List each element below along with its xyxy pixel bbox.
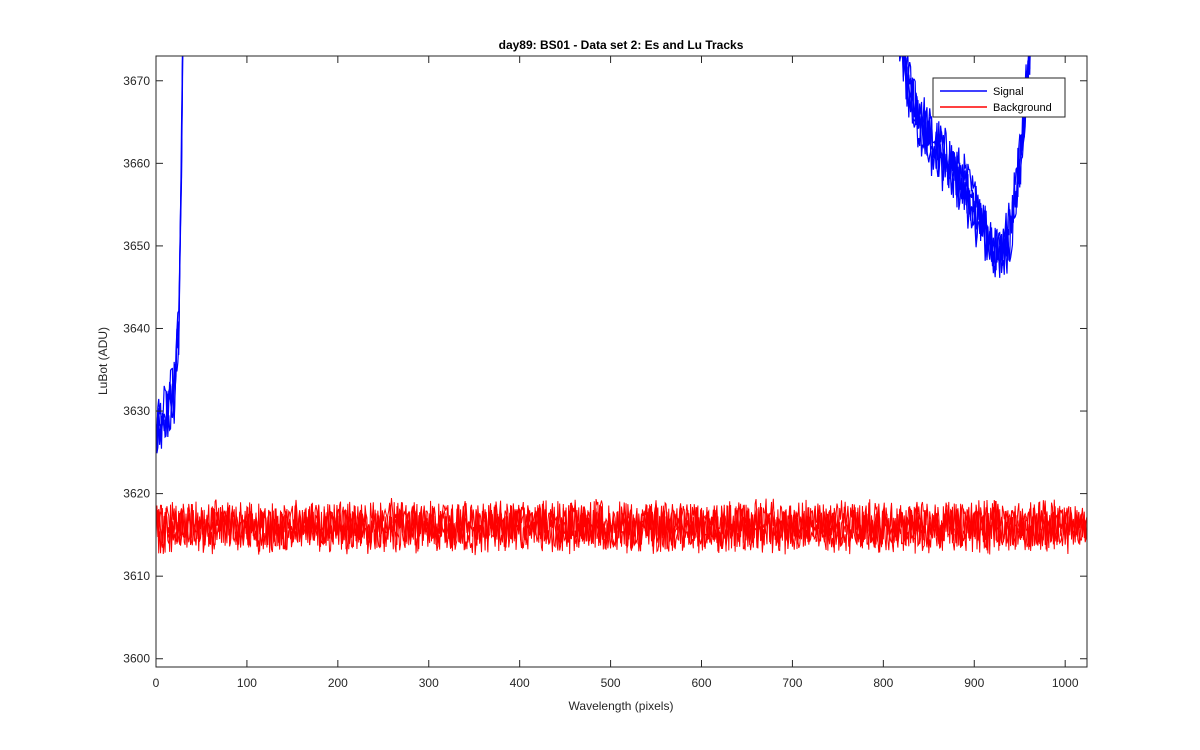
x-tick-label: 200: [328, 676, 348, 690]
y-tick-label: 3620: [123, 487, 150, 501]
chart-title: day89: BS01 - Data set 2: Es and Lu Trac…: [499, 38, 744, 52]
x-tick-label: 900: [964, 676, 984, 690]
x-tick-label: 300: [419, 676, 439, 690]
legend-box: [932, 77, 1066, 118]
y-tick-label: 3610: [123, 569, 150, 583]
y-tick-label: 3670: [123, 74, 150, 88]
y-tick-label: 3640: [123, 321, 150, 335]
x-tick-label: 100: [237, 676, 257, 690]
legend-label-background: Background: [993, 102, 1052, 114]
series-layer: [156, 56, 1087, 556]
legend: Signal Background: [932, 77, 1066, 118]
x-tick-label: 600: [691, 676, 711, 690]
x-tick-label: 0: [153, 676, 160, 690]
y-axis-ticks: 3600 3610 3620 3630 3640 3650 3660 3670: [123, 74, 1087, 666]
series-line-background: [156, 498, 1087, 555]
series-line-signal: [156, 56, 184, 438]
x-tick-label: 400: [510, 676, 530, 690]
x-axis-ticks: 0 100 200 300 400 500 600 700 800 900 1000: [153, 56, 1079, 690]
series-line-background: [156, 498, 1087, 555]
y-axis-label: LuBot (ADU): [96, 327, 110, 395]
x-tick-label: 800: [873, 676, 893, 690]
legend-label-signal: Signal: [993, 86, 1024, 98]
y-tick-label: 3650: [123, 239, 150, 253]
x-axis-label: Wavelength (pixels): [569, 699, 674, 713]
x-tick-label: 500: [601, 676, 621, 690]
plot-area: [156, 56, 1087, 667]
y-tick-label: 3600: [123, 652, 150, 666]
y-tick-label: 3630: [123, 404, 150, 418]
y-tick-label: 3660: [123, 156, 150, 170]
x-tick-label: 1000: [1052, 676, 1079, 690]
plot-frame: [155, 55, 1088, 668]
series-line-signal: [902, 56, 1031, 258]
x-tick-label: 700: [782, 676, 802, 690]
